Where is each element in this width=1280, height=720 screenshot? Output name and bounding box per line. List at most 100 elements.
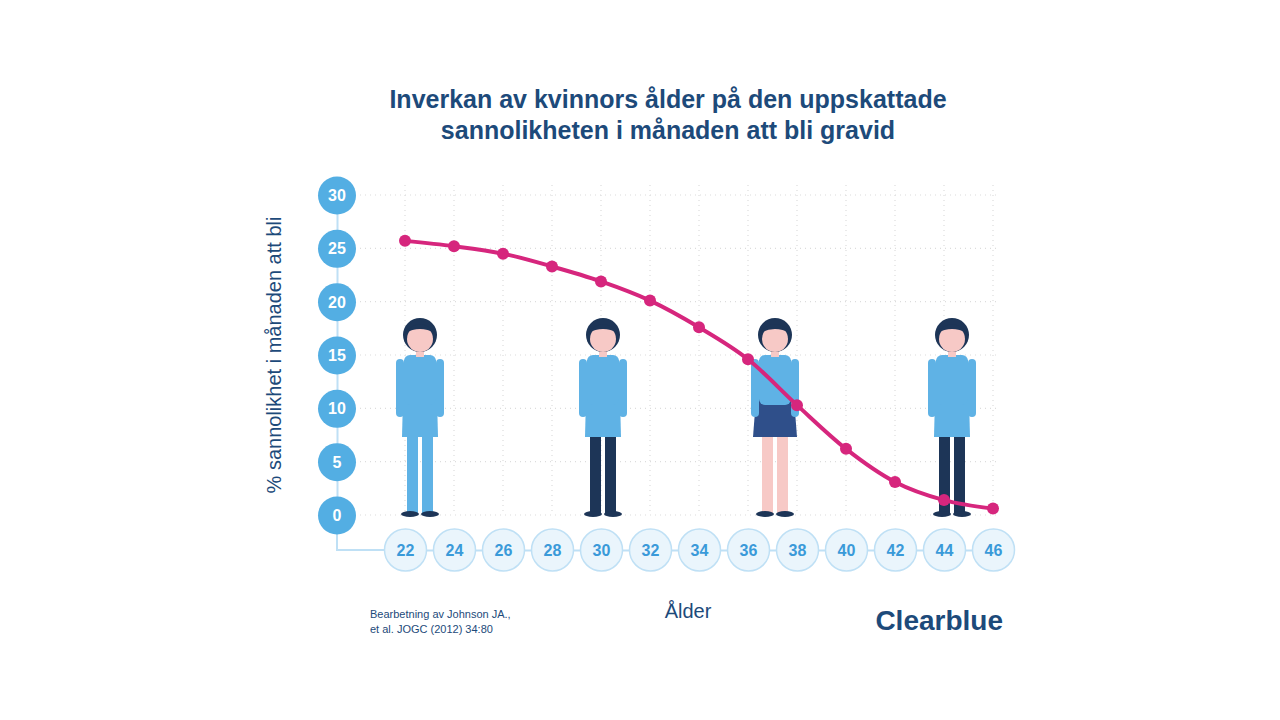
- tick: 34: [679, 529, 721, 571]
- tick: 26: [483, 529, 525, 571]
- tick-circle: [385, 529, 427, 571]
- tick: 25: [318, 230, 356, 268]
- illustration-part: [404, 355, 436, 405]
- y-axis: 0 5 10 15 20 25 30: [318, 177, 356, 535]
- grid-line: [360, 354, 1000, 355]
- illustration-part: [758, 318, 792, 352]
- illustration-part: [762, 433, 773, 513]
- tick: 0: [318, 497, 356, 535]
- source-note: Bearbetning av Johnson JA.,: [370, 608, 511, 620]
- illustration-part: [584, 511, 602, 517]
- tick-label: 42: [887, 542, 905, 559]
- data-point: [791, 399, 803, 411]
- tick: 20: [318, 283, 356, 321]
- tick: 30: [581, 529, 623, 571]
- tick: 30: [318, 177, 356, 215]
- tick-circle: [679, 529, 721, 571]
- illustration-part: [586, 318, 620, 352]
- tick: 10: [318, 390, 356, 428]
- illustration-part: [396, 359, 404, 417]
- grid-line: [360, 408, 1000, 409]
- grid-line: [992, 185, 993, 515]
- tick-label: 10: [328, 400, 346, 417]
- tick-circle: [826, 529, 868, 571]
- illustration-part: [968, 359, 976, 417]
- grid-line: [698, 185, 699, 515]
- data-line: [405, 241, 993, 509]
- tick-circle: [318, 283, 356, 321]
- illustration-part: [407, 433, 418, 513]
- y-axis-title: % sannolikhet i månaden att bli: [263, 217, 285, 494]
- illustration-part: [436, 359, 444, 417]
- grid-line: [551, 185, 552, 515]
- tick: 44: [924, 529, 966, 571]
- tick-label: 44: [936, 542, 954, 559]
- illustration-part: [776, 511, 794, 517]
- illustration-part: [936, 355, 968, 405]
- illustration-part: [590, 433, 601, 513]
- illustration-part: [939, 433, 950, 513]
- grid-line: [360, 301, 1000, 302]
- illustration-part: [937, 324, 967, 333]
- tick-label: 25: [328, 240, 346, 257]
- illustration-part: [935, 318, 969, 352]
- title: Inverkan av kvinnors ålder på den uppska…: [389, 85, 946, 144]
- illustration: [396, 318, 444, 517]
- grid-line: [649, 185, 650, 515]
- tick: 5: [318, 443, 356, 481]
- grid-line: [360, 461, 1000, 462]
- tick-label: 40: [838, 542, 856, 559]
- illustration-part: [933, 511, 951, 517]
- tick-label: 24: [446, 542, 464, 559]
- illustration-part: [588, 324, 618, 333]
- tick-label: 32: [642, 542, 660, 559]
- illustration: [579, 318, 627, 517]
- tick-circle: [318, 230, 356, 268]
- tick-label: 38: [789, 542, 807, 559]
- illustration-part: [422, 433, 433, 513]
- tick-label: 15: [328, 347, 346, 364]
- tick-label: 5: [333, 454, 342, 471]
- tick: 36: [728, 529, 770, 571]
- data-point: [546, 260, 558, 272]
- data-point: [644, 295, 656, 307]
- tick-circle: [924, 529, 966, 571]
- tick: 46: [973, 529, 1015, 571]
- tick-label: 46: [985, 542, 1003, 559]
- illustration-part: [777, 433, 788, 513]
- source-note: et al. JOGC (2012) 34:80: [370, 623, 493, 635]
- data-point: [497, 248, 509, 260]
- tick-circle: [318, 443, 356, 481]
- grid-line: [894, 185, 895, 515]
- tick: 42: [875, 529, 917, 571]
- tick: 38: [777, 529, 819, 571]
- tick-label: 36: [740, 542, 758, 559]
- tick-circle: [728, 529, 770, 571]
- x-axis-title: Ålder: [665, 600, 712, 622]
- data-point: [742, 353, 754, 365]
- data-point: [987, 503, 999, 515]
- x-axis: 22242628303234363840424446: [385, 529, 1015, 571]
- plot-area: [399, 235, 999, 515]
- grid-line: [404, 185, 405, 515]
- tick: 28: [532, 529, 574, 571]
- illustration-part: [760, 324, 790, 333]
- tick-label: 34: [691, 542, 709, 559]
- tick-label: 26: [495, 542, 513, 559]
- tick-circle: [973, 529, 1015, 571]
- tick: 15: [318, 337, 356, 375]
- tick-circle: [581, 529, 623, 571]
- grid: [360, 185, 1000, 515]
- tick-circle: [318, 337, 356, 375]
- illustration-part: [403, 318, 437, 352]
- grid-line: [845, 185, 846, 515]
- illustration-part: [619, 359, 627, 417]
- data-point: [938, 494, 950, 506]
- data-point: [448, 240, 460, 252]
- tick-label: 20: [328, 294, 346, 311]
- illustration-part: [756, 511, 774, 517]
- tick-circle: [483, 529, 525, 571]
- tick-circle: [434, 529, 476, 571]
- tick: 32: [630, 529, 672, 571]
- illustration-part: [928, 359, 936, 417]
